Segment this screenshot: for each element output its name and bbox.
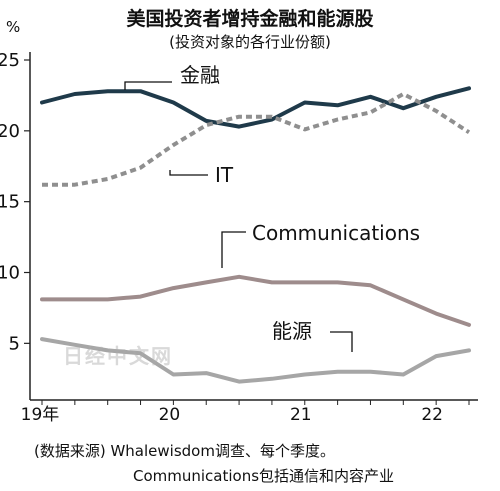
series-label-it: IT [215,163,234,187]
leader-line-finance [124,81,172,90]
source-note: (数据来源) Whalewisdom调查、每个季度。 [34,442,335,460]
x-tick-label: 19年 [21,405,60,425]
series-label-finance: 金融 [180,63,220,87]
definition-note: Communications包括通信和内容产业 [133,467,395,485]
series-label-energy: 能源 [272,319,312,343]
chart-subtitle: (投资对象的各行业份额) [169,33,331,51]
series-line-it [42,92,471,187]
series-label-communications: Communications [252,221,420,245]
y-axis-unit: % [6,18,21,36]
y-tick-label: 15 [0,192,20,213]
y-tick-label: 20 [0,121,20,142]
y-tick-label: 10 [0,263,20,284]
x-tick-label: 22 [421,405,443,425]
x-tick-label: 20 [159,405,181,425]
leader-line-it [169,170,208,176]
y-tick-label: 5 [9,333,20,354]
series-line-energy [40,337,471,384]
chart-title: 美国投资者增持金融和能源股 [126,8,374,30]
watermark: 日经中文网 [63,344,173,368]
series-line-finance [40,86,471,129]
y-tick-label: 25 [0,50,20,71]
leader-line-energy [330,331,353,352]
x-tick-label: 21 [290,405,312,425]
series-line-communications [40,274,471,327]
leader-line-communications [221,231,246,268]
